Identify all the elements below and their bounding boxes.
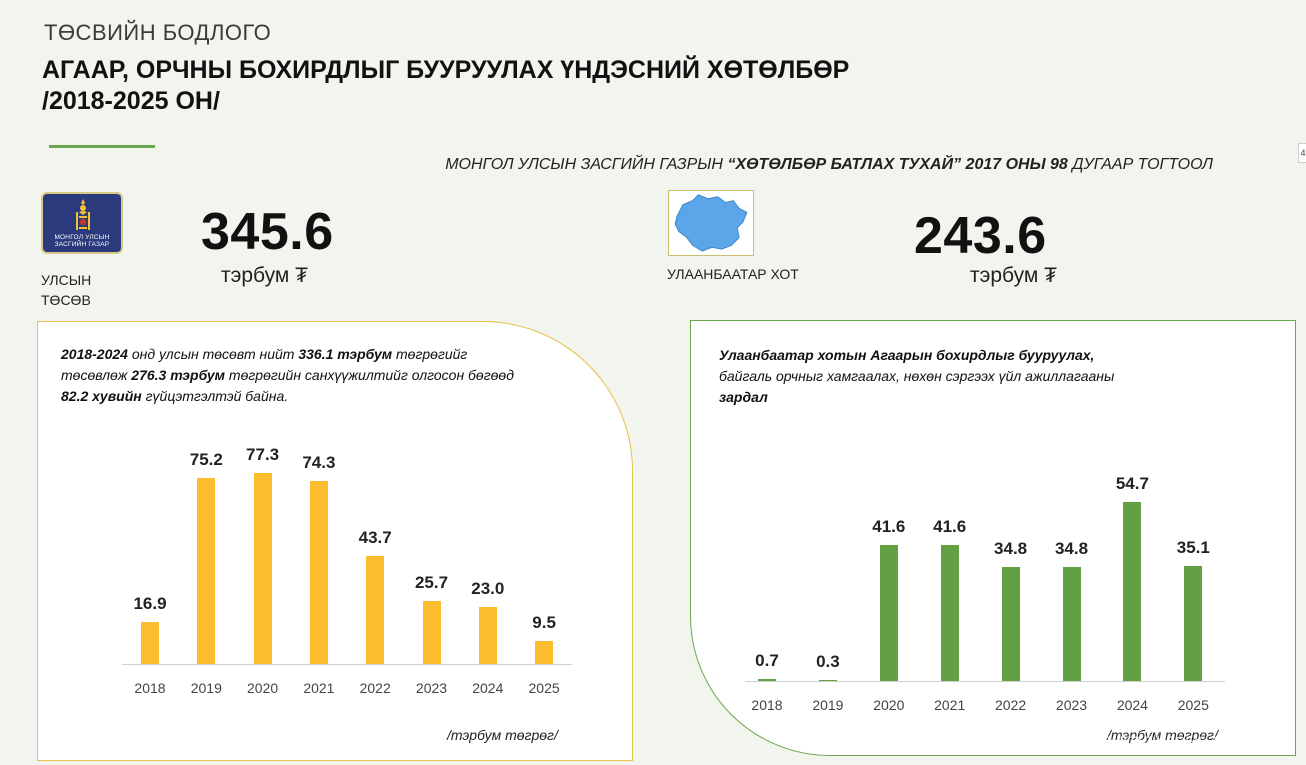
state-budget-label: УЛСЫН ТӨСӨВ	[41, 270, 91, 310]
city-budget-panel	[690, 320, 1296, 756]
note-text: төгрөгийн санхүүжилтийг олгосон бөгөөд	[225, 367, 514, 383]
state-budget-unit: тэрбум ₮	[221, 264, 308, 287]
resolution-caption: МОНГОЛ УЛСЫН ЗАСГИЙН ГАЗРЫН “ХӨТӨЛБӨР БА…	[445, 156, 1213, 174]
map-shape	[674, 194, 748, 252]
page-title: АГААР, ОРЧНЫ БОХИРДЛЫГ БУУРУУЛАХ ҮНДЭСНИ…	[42, 56, 850, 84]
city-budget-note: Улаанбаатар хотын Агаарын бохирдлыг буур…	[719, 345, 1199, 408]
city-budget-total: 243.6	[914, 207, 1047, 265]
state-unit-note: /тэрбум төгрөг/	[447, 727, 558, 743]
note-heading: Улаанбаатар хотын Агаарын бохирдлыг буур…	[719, 347, 1095, 363]
title-accent-bar	[49, 145, 155, 148]
state-budget-total: 345.6	[201, 203, 334, 261]
note-text: байгаль орчныг хамгаалах, нөхөн сэргээх …	[719, 368, 1115, 384]
resolution-suffix: ДУГААР ТОГТООЛ	[1067, 156, 1213, 173]
soyombo-icon	[76, 199, 90, 230]
emblem-text: МОНГОЛ УЛСЫН ЗАСГИЙН ГАЗАР	[54, 234, 110, 248]
page-title-years: /2018-2025 ОН/	[42, 87, 220, 115]
resolution-title: “ХӨТӨЛБӨР БАТЛАХ ТУХАЙ” 2017 ОНЫ 98	[727, 156, 1068, 173]
mongolia-map-icon	[668, 190, 754, 256]
state-budget-note: 2018-2024 онд улсын төсөвт нийт 336.1 тэ…	[61, 344, 516, 407]
city-unit-note: /тэрбум төгрөг/	[1107, 727, 1218, 743]
section-subtitle: ТӨСВИЙН БОДЛОГО	[44, 20, 272, 45]
state-label-line2: ТӨСӨВ	[41, 292, 91, 308]
note-funded: 276.3 тэрбум	[131, 367, 226, 383]
state-label-line1: УЛСЫН	[41, 272, 92, 288]
note-percent: 82.2 хувийн	[61, 388, 142, 404]
resolution-prefix: МОНГОЛ УЛСЫН ЗАСГИЙН ГАЗРЫН	[445, 156, 728, 173]
city-label: УЛААНБААТАР ХОТ	[667, 266, 799, 282]
note-text: төгрөгийг төсөвлөж	[61, 346, 468, 383]
city-budget-unit: тэрбум ₮	[970, 264, 1057, 287]
slide-nav-tab[interactable]: 4	[1298, 143, 1306, 163]
note-text: гүйцэтгэлтэй байна.	[141, 388, 289, 404]
note-text: онд улсын төсөвт нийт	[127, 346, 299, 362]
government-emblem-logo: МОНГОЛ УЛСЫН ЗАСГИЙН ГАЗАР	[41, 192, 123, 254]
watermark: МОНГОЛ УЛСЫН ИХ ХУРАЛ	[1089, 733, 1286, 749]
note-text-end: зардал	[719, 389, 768, 405]
note-planned: 336.1 тэрбум	[298, 346, 393, 362]
note-years: 2018-2024	[61, 346, 128, 362]
state-budget-panel	[37, 321, 633, 761]
